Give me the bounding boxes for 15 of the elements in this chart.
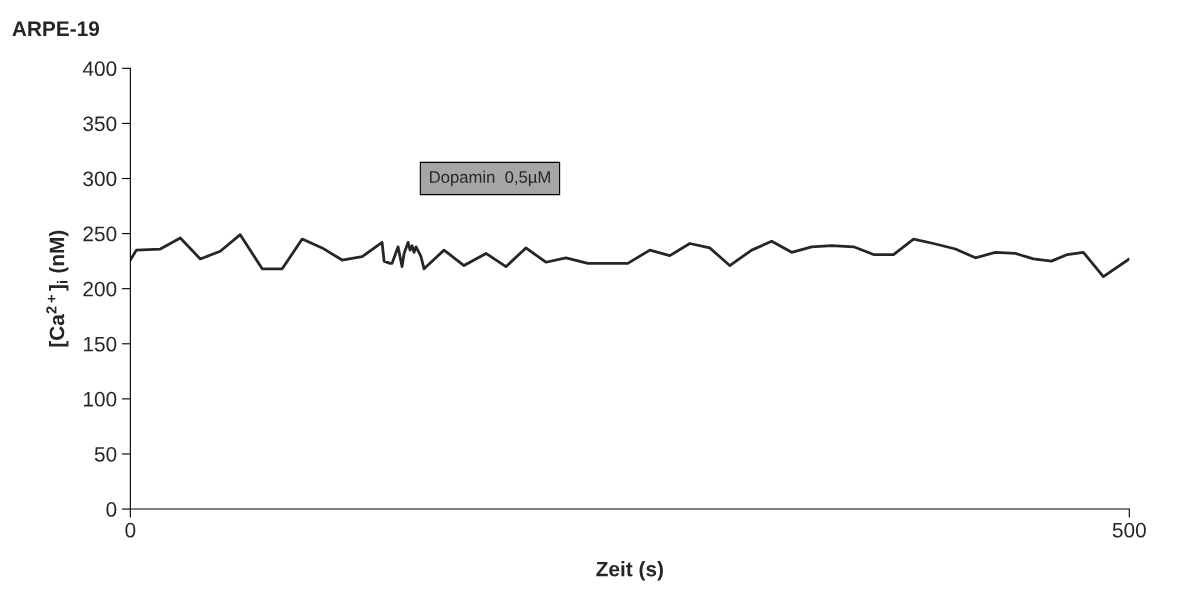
line-series — [130, 233, 1130, 278]
y-tick-label: 350 — [83, 116, 117, 132]
y-tick-label: 200 — [83, 281, 117, 297]
y-tick-label: 100 — [83, 391, 117, 407]
chart-title: ARPE-19 — [12, 21, 100, 37]
x-tick-label: 500 — [1112, 522, 1146, 538]
y-tick-label: 250 — [83, 226, 117, 242]
y-tick-label: 300 — [83, 171, 117, 187]
y-tick-label: 400 — [82, 61, 117, 77]
annotation: Dopamin 0,5µM — [430, 170, 550, 187]
y-axis-title: [Ca$^{2+}$]$_{i}$ (nM) — [46, 230, 69, 347]
x-axis-title: Zeit (s) — [596, 561, 663, 581]
y-tick-label: 150 — [83, 336, 117, 352]
y-tick-label: 0 — [106, 502, 117, 517]
y-tick-label: 50 — [94, 446, 117, 462]
